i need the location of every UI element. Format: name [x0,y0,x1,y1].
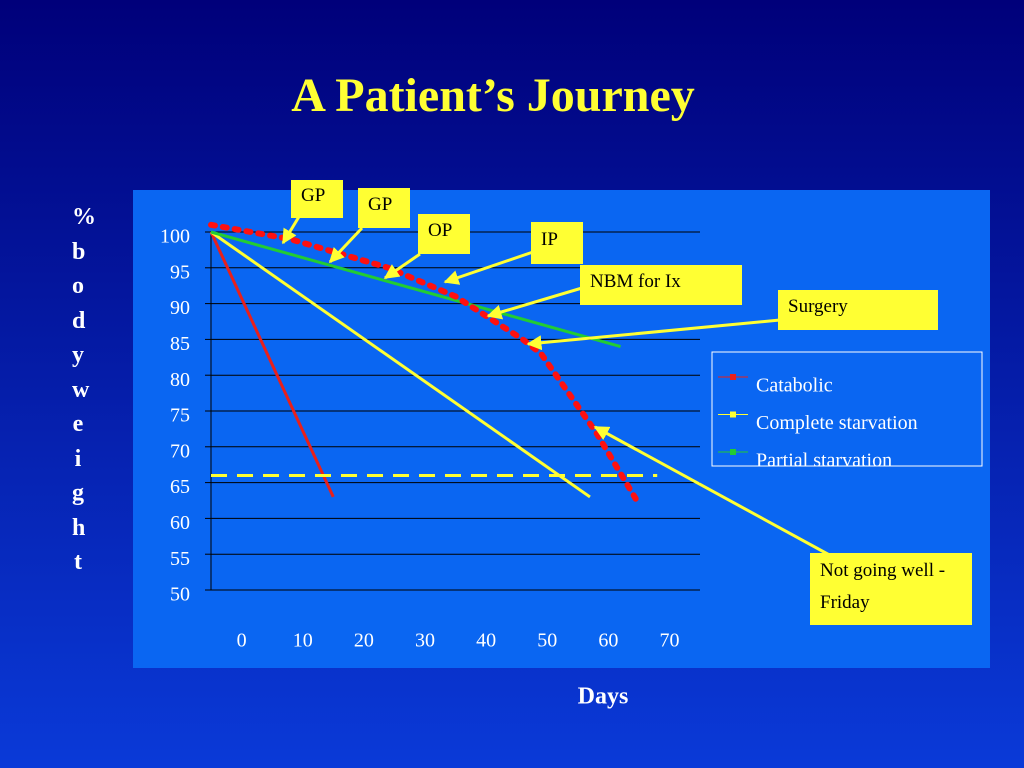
x-tick-label: 60 [598,630,618,652]
callout-arrow [593,425,836,560]
legend-label: Catabolic [756,375,833,397]
callout: GP [358,188,410,228]
legend-box [711,351,983,467]
callout: Not going well - Friday [810,553,972,625]
legend-marker [730,449,736,455]
series-line [209,231,335,498]
callout-arrow [328,226,364,264]
legend-label: Complete starvation [756,412,918,434]
x-tick-label: 70 [659,630,679,652]
y-tick-label: 80 [170,369,190,391]
x-tick-label: 40 [476,630,496,652]
y-tick-label: 50 [170,584,190,606]
series-line [210,230,591,499]
y-tick-label: 85 [170,333,190,355]
callout: NBM for Ix [580,265,742,305]
journey-line [208,221,642,508]
y-tick-label: 70 [170,440,190,462]
callout-arrow [281,214,302,245]
x-tick-label: 10 [293,630,313,652]
y-tick-label: 60 [170,512,190,534]
callout-arrow [486,286,583,320]
legend-marker [730,411,736,418]
y-tick-label: 90 [170,297,190,319]
series-line [210,230,621,349]
y-axis-label: % body weight [72,204,96,575]
legend-label: Partial starvation [756,450,892,472]
legend-marker [730,374,736,380]
x-axis-label: Days [578,684,629,710]
x-tick-label: 20 [354,630,374,652]
y-tick-label: 65 [170,476,190,498]
y-tick-label: 55 [170,548,190,570]
callout-arrow [526,318,781,351]
callout: Surgery [778,290,938,330]
callout: OP [418,214,470,254]
y-tick-label: 95 [170,261,190,283]
x-tick-label: 50 [537,630,557,652]
callout-arrow [443,250,534,285]
callout-arrow [383,252,421,280]
y-tick-label: 100 [160,226,190,248]
y-tick-label: 75 [170,405,190,427]
callout: IP [531,222,583,264]
chart-title: A Patient’s Journey [291,69,695,122]
x-tick-label: 0 [237,630,247,652]
x-tick-label: 30 [415,630,435,652]
callout: GP [291,180,343,218]
